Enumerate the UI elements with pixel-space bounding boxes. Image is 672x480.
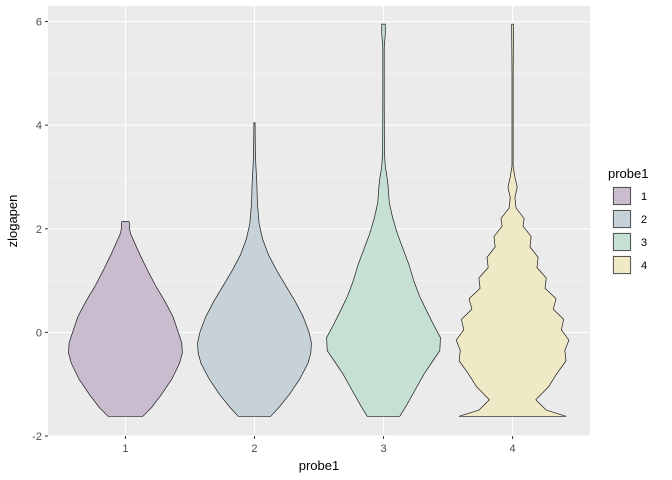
legend-swatch-4 [613,256,631,274]
x-tick-label: 2 [251,443,257,455]
violins [68,23,570,417]
y-tick-label: -2 [32,431,42,443]
legend-label: 3 [641,237,647,249]
legend-title: probe1 [608,166,648,181]
violin-4 [455,23,570,417]
legend-label: 1 [641,191,647,203]
y-tick-label: 2 [36,224,42,236]
x-tick-label: 3 [380,443,386,455]
y-axis: -2 0 2 4 6 [32,17,48,443]
violin-3 [326,23,441,417]
y-tick-label: 4 [36,120,42,132]
x-axis: 1 2 3 4 [122,436,516,455]
x-tick-label: 1 [122,443,128,455]
legend: probe1 1 2 3 4 [608,166,648,275]
y-axis-title: zlogapen [5,195,20,248]
legend-label: 2 [641,214,647,226]
y-tick-label: 6 [36,17,42,29]
x-tick-label: 4 [510,443,516,455]
legend-swatch-1 [613,187,631,205]
legend-swatch-3 [613,233,631,251]
violin-2 [197,122,312,417]
violin-1 [68,221,183,417]
legend-label: 4 [641,260,647,272]
y-tick-label: 0 [36,327,42,339]
legend-swatch-2 [613,210,631,228]
x-axis-title: probe1 [299,458,339,473]
